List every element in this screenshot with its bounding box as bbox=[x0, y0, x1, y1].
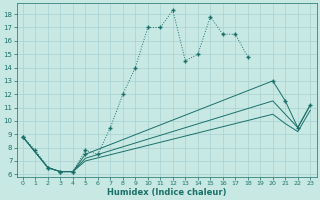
X-axis label: Humidex (Indice chaleur): Humidex (Indice chaleur) bbox=[107, 188, 226, 197]
